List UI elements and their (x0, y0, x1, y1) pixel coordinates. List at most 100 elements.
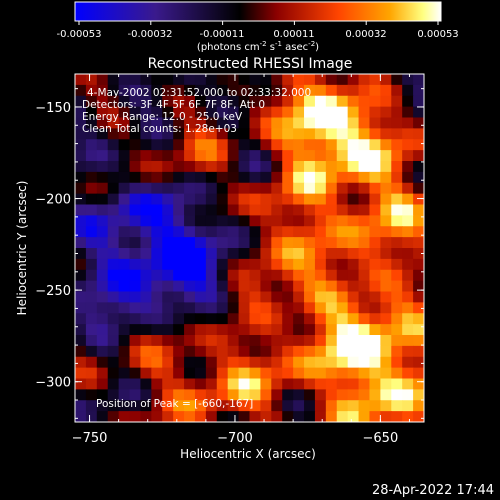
heatmap-cell (358, 389, 371, 401)
heatmap-cell (75, 215, 87, 227)
heatmap-cell (75, 128, 87, 140)
heatmap-cell (282, 106, 294, 119)
heatmap-cell (205, 161, 218, 173)
heatmap-cell (85, 84, 98, 97)
heatmap-cell (173, 237, 185, 249)
heatmap-cell (314, 95, 327, 108)
heatmap-cell (293, 411, 305, 422)
heatmap-cell (96, 171, 109, 184)
heatmap-cell (413, 345, 424, 358)
heatmap-cell (194, 356, 207, 369)
heatmap-cell (194, 182, 207, 195)
heatmap-cell (75, 248, 87, 260)
heatmap-cell (347, 367, 360, 380)
heatmap-cell (304, 378, 316, 390)
heatmap-cell (413, 182, 424, 195)
heatmap-cell (184, 313, 196, 325)
heatmap-cell (380, 193, 392, 206)
axis-ticks (75, 74, 424, 422)
heatmap-cell (140, 150, 152, 162)
heatmap-cell (293, 324, 305, 336)
heatmap-cell (249, 193, 262, 206)
heatmap-cell (173, 74, 185, 86)
heatmap-cell (96, 302, 109, 314)
heatmap-cell (304, 171, 316, 184)
heatmap-cell (151, 324, 163, 336)
heatmap-cell (75, 95, 87, 108)
heatmap-cell (413, 215, 424, 227)
heatmap-cell (402, 280, 414, 293)
heatmap-cell (391, 280, 403, 293)
heatmap-cell (413, 411, 424, 422)
heatmap-cell (151, 215, 163, 227)
heatmap-cell (336, 291, 349, 303)
heatmap-cell (140, 182, 152, 195)
heatmap-cell (162, 128, 174, 140)
heatmap-cell (129, 335, 142, 347)
heatmap-cell (249, 367, 262, 380)
heatmap-cell (271, 95, 283, 108)
heatmap-cell (107, 345, 120, 358)
heatmap-cell (282, 95, 294, 108)
heatmap-cell (140, 139, 152, 151)
heatmap-cell (358, 95, 371, 108)
heatmap-cell (358, 226, 371, 238)
heatmap-cell (194, 106, 207, 119)
heatmap-cell (205, 182, 218, 195)
heatmap-cell (140, 302, 152, 314)
heatmap-cell (85, 215, 98, 227)
heatmap-cell (293, 74, 305, 86)
heatmap-cell (238, 95, 251, 108)
heatmap-cell (325, 378, 338, 390)
heatmap-cell (238, 171, 251, 184)
heatmap-cell (314, 324, 327, 336)
heatmap-cell (271, 139, 283, 151)
y-tick-label: −200 (35, 193, 71, 208)
heatmap-cell (184, 345, 196, 358)
heatmap-cell (140, 117, 152, 129)
heatmap-cell (282, 345, 294, 358)
heatmap-cell (151, 258, 163, 271)
heatmap-cell (304, 280, 316, 293)
heatmap-cell (293, 280, 305, 293)
heatmap-cell (402, 84, 414, 97)
heatmap-cell (140, 258, 152, 271)
heatmap-cell (304, 335, 316, 347)
heatmap-cell (380, 128, 392, 140)
heatmap-cell (358, 313, 371, 325)
heatmap-cell (402, 204, 414, 216)
heatmap-cell (227, 248, 240, 260)
heatmap-cell (380, 171, 392, 184)
heatmap-cell (391, 84, 403, 97)
heatmap-cell (369, 204, 381, 216)
heatmap-cell (129, 280, 142, 293)
heatmap-cell (173, 106, 185, 119)
heatmap-cell (347, 204, 360, 216)
heatmap-cell (216, 150, 229, 162)
heatmap-cell (216, 313, 229, 325)
heatmap-cell (107, 74, 120, 86)
heatmap-cell (391, 367, 403, 380)
y-axis-label: Heliocentric Y (arcsec) (15, 181, 29, 316)
heatmap-cell (205, 356, 218, 369)
heatmap-cell (358, 117, 371, 129)
heatmap-cell (140, 356, 152, 369)
heatmap-cell (282, 204, 294, 216)
heatmap-cell (304, 411, 316, 422)
heatmap-cell (369, 248, 381, 260)
heatmap-cell (347, 95, 360, 108)
heatmap-cell (107, 84, 120, 97)
heatmap-cell (129, 258, 142, 271)
heatmap-cell (282, 237, 294, 249)
heatmap-cell (129, 389, 142, 401)
heatmap-cell (140, 313, 152, 325)
heatmap-cell (173, 182, 185, 195)
heatmap-cell (282, 248, 294, 260)
heatmap-cell (282, 258, 294, 271)
heatmap-cell (85, 356, 98, 369)
heatmap-cell (205, 128, 218, 140)
heatmap-cell (413, 302, 424, 314)
heatmap-cell (260, 356, 272, 369)
heatmap-cell (380, 258, 392, 271)
annotation-energy: Energy Range: 12.0 - 25.0 keV (82, 111, 243, 123)
